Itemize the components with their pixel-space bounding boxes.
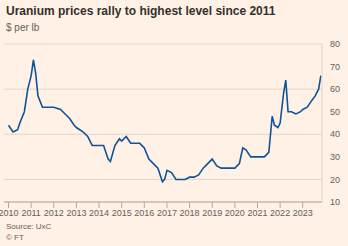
svg-text:20: 20	[330, 175, 340, 185]
svg-text:40: 40	[330, 129, 340, 139]
svg-text:2017: 2017	[157, 208, 177, 218]
svg-text:2018: 2018	[180, 208, 200, 218]
svg-text:2016: 2016	[134, 208, 154, 218]
svg-text:2021: 2021	[247, 208, 267, 218]
svg-text:50: 50	[330, 107, 340, 117]
svg-text:30: 30	[330, 152, 340, 162]
svg-text:60: 60	[330, 84, 340, 94]
svg-text:2019: 2019	[202, 208, 222, 218]
svg-text:2020: 2020	[225, 208, 245, 218]
svg-text:2012: 2012	[44, 208, 64, 218]
svg-text:2015: 2015	[112, 208, 132, 218]
html-text:© FT: © FT	[6, 233, 24, 242]
html-text:Source: UxC: Source: UxC	[6, 222, 52, 231]
svg-text:2010: 2010	[8, 208, 19, 218]
svg-text:2022: 2022	[270, 208, 290, 218]
svg-text:2013: 2013	[66, 208, 86, 218]
html-text:$ per lb: $ per lb	[6, 22, 40, 33]
svg-text:70: 70	[330, 62, 340, 72]
svg-text:10: 10	[330, 197, 340, 207]
svg-text:2023: 2023	[293, 208, 313, 218]
svg-text:2011: 2011	[21, 208, 40, 218]
svg-text:80: 80	[330, 39, 340, 49]
svg-text:2014: 2014	[89, 208, 109, 218]
html-text:Uranium prices rally to highes: Uranium prices rally to highest level si…	[6, 4, 276, 18]
